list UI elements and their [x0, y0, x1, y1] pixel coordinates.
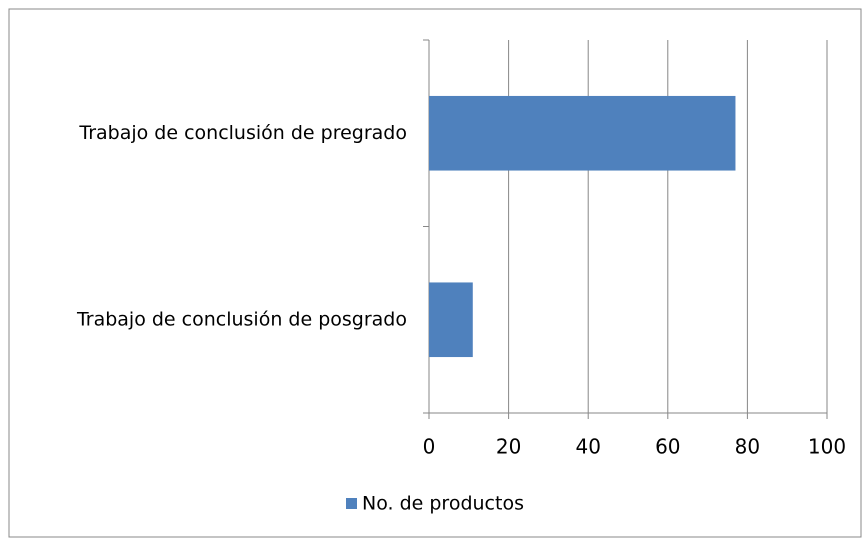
x-tick-label: 60 [655, 435, 680, 459]
y-tick-label: Trabajo de conclusión de posgrado [76, 308, 407, 330]
x-tick-label: 40 [575, 435, 600, 459]
x-tick-label: 100 [808, 435, 846, 459]
y-tick-label: Trabajo de conclusión de pregrado [78, 122, 407, 144]
legend-swatch [346, 498, 357, 509]
bar [429, 95, 736, 171]
x-tick-label: 20 [496, 435, 521, 459]
bar [429, 282, 473, 358]
x-tick-label: 0 [423, 435, 436, 459]
legend-label: No. de productos [362, 493, 524, 515]
x-tick-label: 80 [735, 435, 760, 459]
